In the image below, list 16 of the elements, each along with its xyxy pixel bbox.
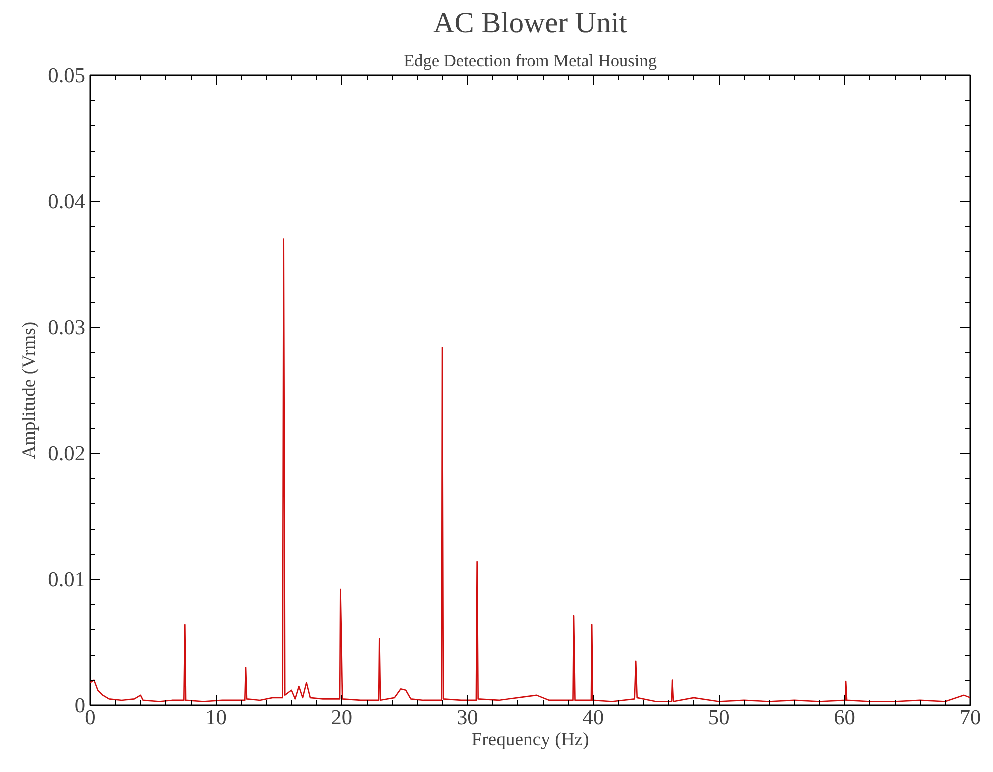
x-tick-label: 30 — [456, 706, 478, 730]
x-tick-label: 50 — [708, 706, 730, 730]
x-tick-label: 70 — [960, 706, 982, 730]
x-tick-label: 40 — [582, 706, 604, 730]
x-tick-label: 60 — [834, 706, 856, 730]
x-axis-title: Frequency (Hz) — [472, 730, 590, 750]
x-tick-label: 20 — [331, 706, 353, 730]
y-tick-label: 0.04 — [48, 190, 86, 214]
y-axis-title: Amplitude (Vrms) — [19, 322, 40, 460]
y-tick-label: 0.03 — [48, 316, 86, 340]
y-tick-label: 0.02 — [48, 442, 86, 466]
y-tick-label: 0.01 — [48, 568, 86, 592]
x-tick-label: 10 — [206, 706, 227, 730]
chart-subtitle: Edge Detection from Metal Housing — [404, 52, 658, 70]
chart-title: AC Blower Unit — [434, 8, 628, 40]
y-tick-label: 0.05 — [48, 64, 86, 88]
